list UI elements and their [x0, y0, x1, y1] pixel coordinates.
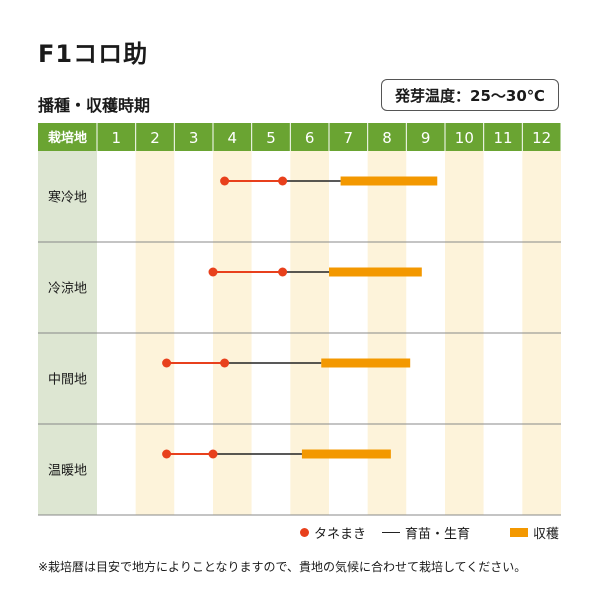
legend-item-harvest: 収穫 [510, 522, 559, 542]
month-header-1: 1 [112, 129, 122, 147]
month-header-2: 2 [150, 129, 160, 147]
harvest-bar [329, 267, 422, 277]
region-label: 温暖地 [48, 464, 87, 479]
sowing-end-dot [208, 449, 218, 459]
sowing-start-dot [162, 358, 172, 368]
harvest-bar-icon [510, 527, 528, 537]
legend-sowing-label: タネまき [314, 526, 367, 542]
chart-subtitle: 播種・収穫時期 [38, 96, 151, 115]
month-header-8: 8 [382, 129, 392, 147]
legend-item-sowing: タネまき [300, 522, 366, 542]
month-header-10: 10 [455, 129, 474, 147]
region-label: 冷涼地 [48, 282, 87, 297]
legend-seedling-label: 育苗・生育 [405, 526, 471, 542]
germination-temperature-label: 発芽温度：25～30℃ [395, 86, 545, 105]
month-header-7: 7 [344, 129, 354, 147]
month-header-5: 5 [266, 129, 276, 147]
month-header-11: 11 [493, 129, 512, 147]
month-header-12: 12 [532, 129, 551, 147]
month-header-6: 6 [305, 129, 315, 147]
page-title: F1コロ助 [38, 40, 149, 68]
sowing-dot-icon [300, 527, 309, 537]
legend-item-seedling: 育苗・生育 [382, 522, 470, 542]
region-label: 寒冷地 [48, 190, 87, 206]
sowing-start-dot [220, 176, 230, 186]
region-label: 中間地 [48, 373, 87, 388]
corner-label: 栽培地 [48, 130, 87, 146]
sowing-end-dot [278, 176, 288, 186]
header-row [38, 123, 561, 151]
sowing-start-dot [162, 449, 172, 459]
legend-harvest-label: 収穫 [533, 526, 560, 542]
sowing-end-dot [278, 267, 288, 277]
month-header-3: 3 [189, 129, 199, 147]
month-header-9: 9 [421, 129, 431, 147]
harvest-bar [321, 358, 411, 368]
seedling-line-icon [382, 531, 400, 533]
harvest-bar [301, 449, 391, 459]
footnote: ※栽培暦は目安で地方によりことなりますので、貴地の気候に合わせて栽培してください… [38, 560, 527, 574]
germination-temperature-badge: 発芽温度：25～30℃ [381, 79, 559, 111]
harvest-bar [340, 176, 438, 186]
month-header-4: 4 [228, 129, 238, 147]
sowing-end-dot [220, 358, 230, 368]
legend: タネまき 育苗・生育 収穫 [300, 522, 562, 542]
sowing-start-dot [208, 267, 218, 277]
